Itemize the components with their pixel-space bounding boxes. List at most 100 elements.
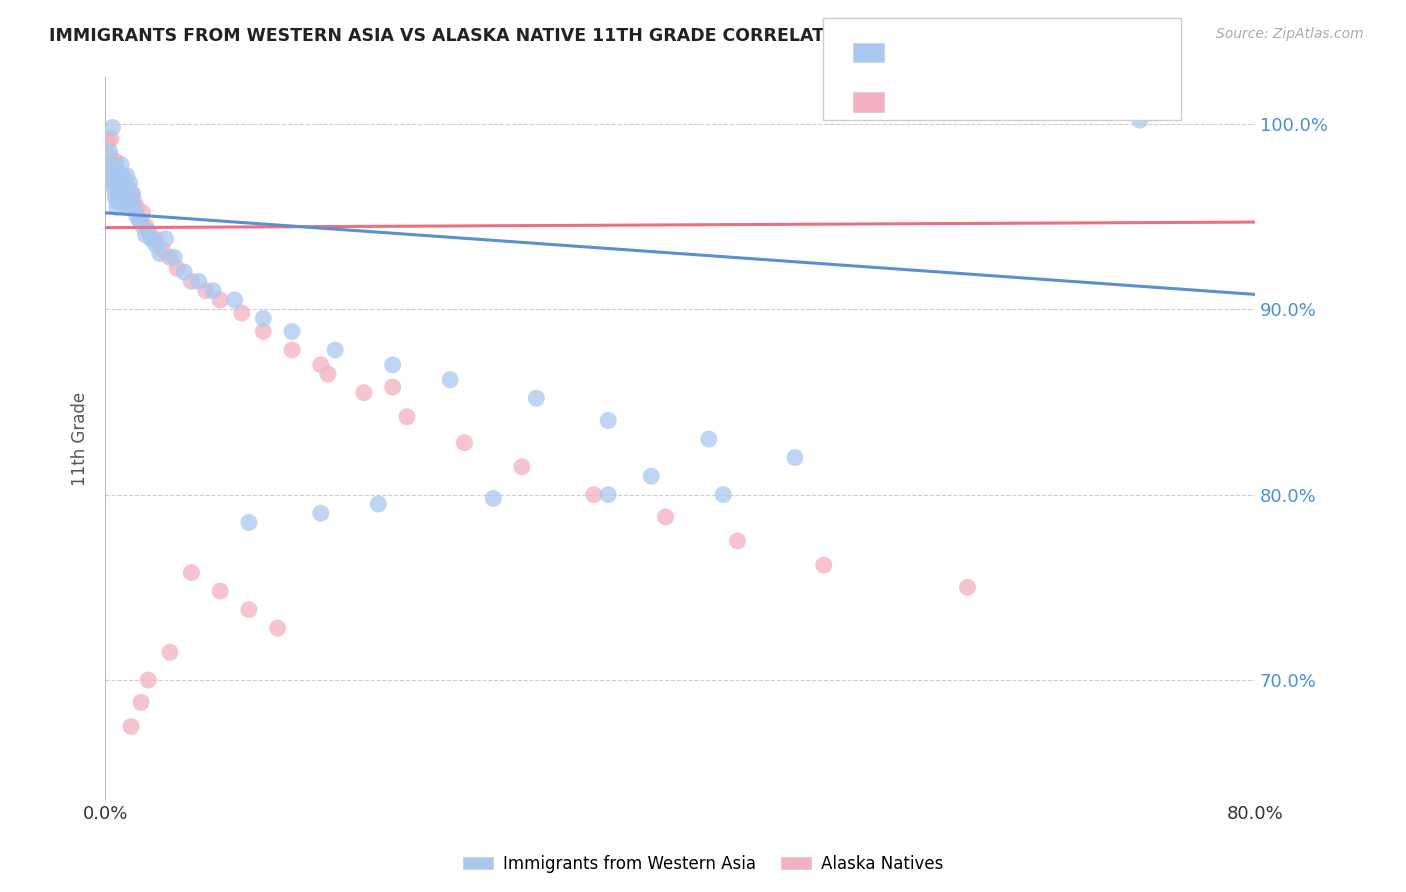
Point [125, 210, 148, 224]
Point [353, 385, 375, 400]
Point [103, 169, 125, 183]
Point [152, 243, 174, 257]
Point [112, 182, 135, 196]
Point [101, 120, 124, 135]
Point [98, 150, 121, 164]
Point [209, 584, 232, 599]
Point [114, 187, 136, 202]
Point [101, 163, 124, 178]
Text: N =: N = [1029, 92, 1081, 110]
Point [105, 163, 128, 178]
Point [118, 176, 141, 190]
Point [131, 219, 153, 233]
Point [149, 246, 172, 260]
Point [112, 194, 135, 209]
Point [281, 325, 304, 339]
Point [159, 645, 181, 659]
Point [111, 169, 134, 183]
Point [598, 413, 620, 427]
Point [98, 145, 121, 159]
Point [524, 391, 547, 405]
Point [112, 182, 135, 196]
Point [120, 200, 142, 214]
Point [367, 497, 389, 511]
Point [439, 373, 461, 387]
Point [120, 719, 142, 733]
Point [111, 172, 134, 186]
Point [1129, 113, 1152, 128]
Point [122, 200, 145, 214]
Point [122, 194, 145, 209]
Point [108, 187, 131, 202]
Point [381, 358, 404, 372]
Point [224, 293, 246, 307]
Point [110, 182, 132, 196]
Point [231, 306, 253, 320]
Point [813, 558, 835, 573]
Point [114, 200, 136, 214]
Point [159, 250, 181, 264]
Point [111, 191, 134, 205]
Point [104, 176, 127, 190]
Point [117, 182, 139, 196]
Point [309, 358, 332, 372]
Point [115, 194, 138, 209]
Point [252, 325, 274, 339]
Point [115, 191, 138, 205]
Point [97, 136, 120, 150]
Point [100, 158, 122, 172]
Point [697, 432, 720, 446]
Text: 0.004: 0.004 [959, 92, 1015, 110]
Point [118, 191, 141, 205]
Point [121, 187, 143, 202]
Point [381, 380, 404, 394]
Point [155, 232, 177, 246]
Point [104, 153, 127, 168]
Text: N =: N = [1029, 43, 1081, 61]
Point [107, 169, 129, 183]
Point [131, 206, 153, 220]
Point [727, 534, 749, 549]
Point [117, 182, 139, 196]
Point [238, 602, 260, 616]
Point [110, 158, 132, 172]
Point [598, 488, 620, 502]
Point [453, 435, 475, 450]
Point [266, 621, 288, 635]
Text: Source: ZipAtlas.com: Source: ZipAtlas.com [1216, 27, 1364, 41]
Point [201, 284, 224, 298]
Point [166, 261, 188, 276]
Text: IMMIGRANTS FROM WESTERN ASIA VS ALASKA NATIVE 11TH GRADE CORRELATION CHART: IMMIGRANTS FROM WESTERN ASIA VS ALASKA N… [49, 27, 932, 45]
Point [163, 250, 186, 264]
Point [105, 163, 128, 178]
Point [104, 191, 127, 205]
Point [145, 237, 167, 252]
Point [654, 509, 676, 524]
Point [134, 219, 156, 233]
Point [136, 673, 159, 687]
Point [136, 224, 159, 238]
Text: -0.051: -0.051 [959, 43, 1024, 61]
Point [180, 274, 202, 288]
Point [145, 232, 167, 246]
Point [173, 265, 195, 279]
Point [482, 491, 505, 506]
Point [316, 367, 339, 381]
Point [100, 131, 122, 145]
Point [129, 695, 152, 709]
Point [97, 158, 120, 172]
Point [136, 224, 159, 238]
Point [105, 176, 128, 190]
Point [309, 506, 332, 520]
Point [107, 194, 129, 209]
Point [510, 459, 533, 474]
Text: R =: R = [893, 92, 932, 110]
Point [110, 176, 132, 190]
Point [180, 566, 202, 580]
Point [107, 182, 129, 196]
Point [121, 187, 143, 202]
Text: 58: 58 [1081, 92, 1107, 110]
Point [101, 172, 124, 186]
Point [187, 274, 209, 288]
Point [956, 580, 979, 594]
